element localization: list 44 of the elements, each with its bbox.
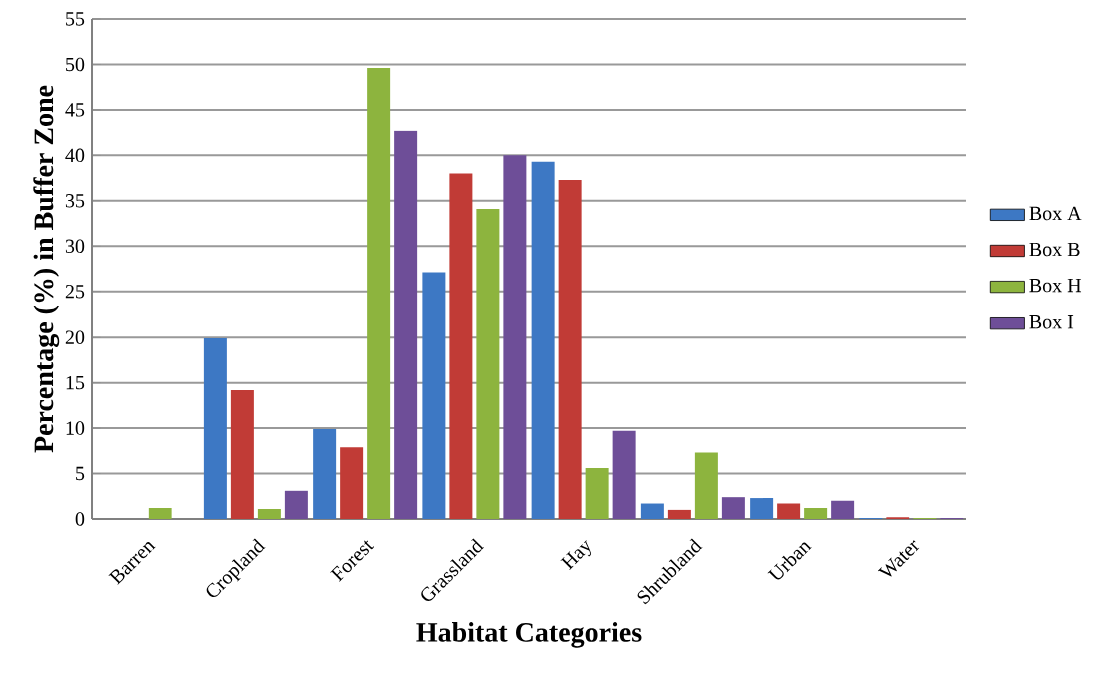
bar (640, 503, 664, 519)
legend-label: Box B (1029, 242, 1080, 257)
y-tick-label: 15 (66, 375, 85, 390)
bar (367, 68, 391, 519)
bar (476, 208, 500, 519)
x-tick-label: Hay (560, 540, 591, 570)
bar (230, 389, 254, 519)
y-tick-label: 30 (65, 239, 85, 253)
bar (257, 508, 281, 519)
bar (531, 161, 555, 519)
y-tick-label: 40 (65, 148, 85, 163)
bar (750, 498, 774, 519)
bar (340, 447, 364, 519)
y-tick-label: 20 (65, 330, 85, 344)
y-tick-label: 45 (65, 103, 85, 117)
y-tick-label: 0 (75, 512, 85, 526)
bar (585, 468, 609, 519)
bar (721, 497, 745, 519)
y-tick-label: 25 (65, 285, 85, 299)
bar (558, 179, 582, 519)
legend-label: Box A (1029, 206, 1082, 221)
bar (694, 452, 718, 519)
bar (394, 130, 418, 519)
bar (777, 503, 801, 519)
y-tick-label: 5 (76, 466, 85, 481)
bar (148, 508, 172, 519)
bar (503, 155, 527, 519)
bar (612, 430, 636, 519)
bar (284, 490, 308, 519)
legend-label: Box I (1029, 315, 1074, 329)
bar (313, 428, 337, 519)
y-tick-label: 35 (65, 194, 85, 208)
legend-label: Box H (1029, 279, 1082, 293)
bar (804, 508, 828, 519)
bar (422, 272, 446, 519)
x-axis-title: Habitat Categories (416, 622, 642, 648)
bar (449, 173, 473, 519)
bar (667, 509, 691, 519)
bar (831, 500, 855, 519)
y-tick-label: 55 (66, 12, 85, 26)
y-tick-label: 10 (66, 421, 85, 435)
bar (203, 338, 227, 519)
y-axis-title: Percentage (%) in Buffer Zone (33, 85, 60, 453)
y-tick-label: 50 (66, 57, 85, 72)
